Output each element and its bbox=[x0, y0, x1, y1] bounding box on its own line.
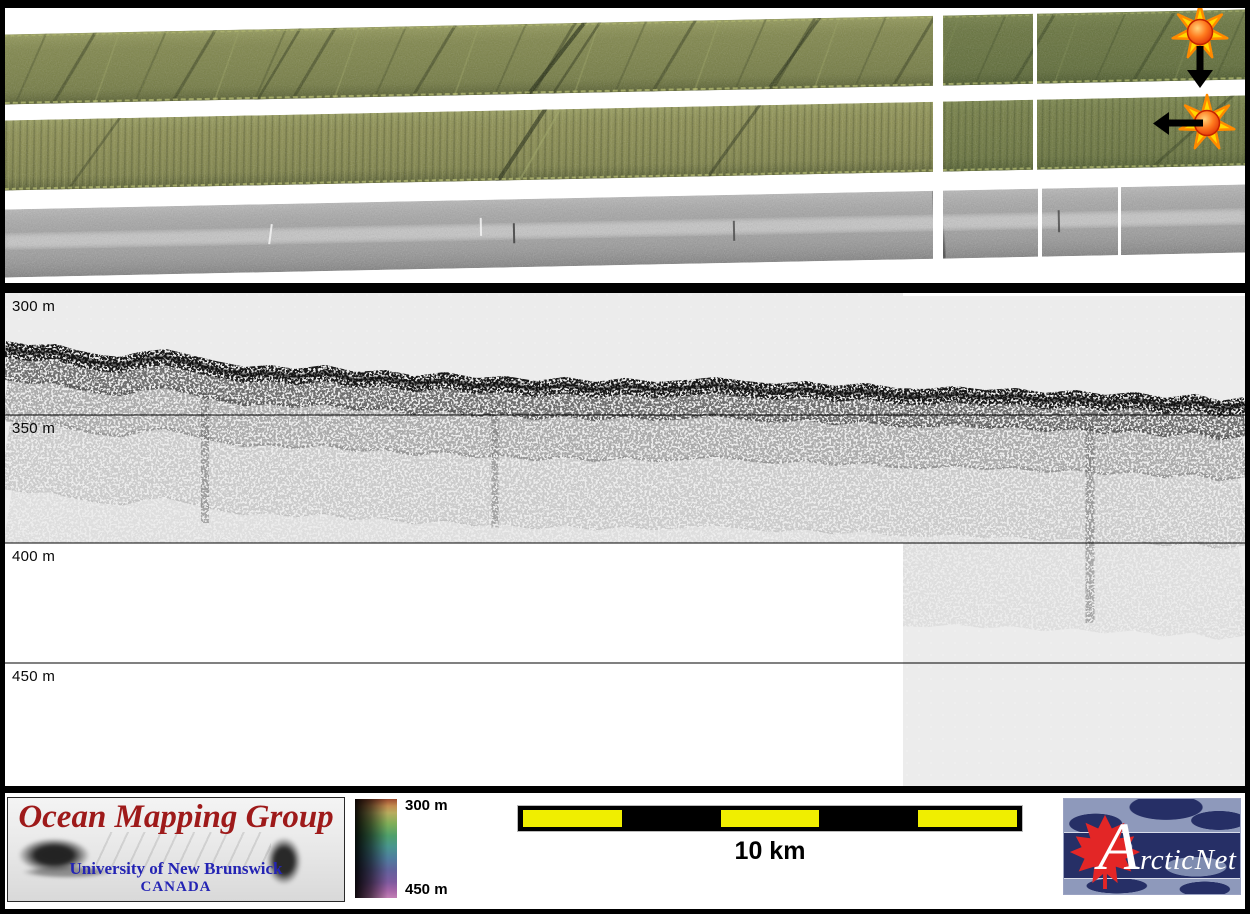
arcticnet-wordmark: ArcticNet bbox=[1098, 808, 1237, 884]
arctic-map-band-top bbox=[1064, 799, 1240, 833]
depth-label-300m: 300 m bbox=[12, 298, 56, 315]
scale-segment bbox=[819, 810, 919, 827]
scale-segment bbox=[523, 810, 622, 827]
sonar-artwork-left bbox=[12, 830, 112, 890]
swath-panel bbox=[5, 8, 1245, 283]
colorbar-top-label: 300 m bbox=[405, 797, 448, 814]
echogram bbox=[5, 293, 1245, 786]
track-gap bbox=[1038, 186, 1042, 272]
sidescan-sonar-strip bbox=[5, 184, 1245, 278]
sun-arrow-left-icon bbox=[1153, 93, 1236, 150]
depth-label-350m: 350 m bbox=[12, 420, 56, 437]
track-gap bbox=[933, 8, 943, 283]
depth-label-400m: 400 m bbox=[12, 548, 56, 565]
bathymetry-swath-east-lit bbox=[5, 95, 1245, 191]
arcticnet-logo: ArcticNet bbox=[1063, 798, 1241, 895]
ocean-mapping-group-logo: Ocean Mapping Group University of New Br… bbox=[7, 797, 345, 902]
depth-label-450m: 450 m bbox=[12, 668, 56, 685]
sonar-artwork-right bbox=[256, 828, 312, 894]
sun-arrow-down-icon bbox=[1171, 8, 1229, 88]
depth-colorbar bbox=[355, 799, 397, 898]
seafloor-texture-artwork bbox=[96, 832, 271, 874]
omg-country: CANADA bbox=[140, 879, 212, 895]
omg-title: Ocean Mapping Group bbox=[18, 799, 334, 835]
omg-subtitle: University of New Brunswick bbox=[69, 859, 283, 878]
arctic-map-band-bottom bbox=[1064, 879, 1240, 894]
scale-segment bbox=[720, 810, 820, 827]
map-scale-bar bbox=[517, 805, 1023, 832]
maple-leaf-icon bbox=[1069, 814, 1141, 889]
track-gap bbox=[1118, 186, 1121, 272]
scale-label: 10 km bbox=[734, 837, 806, 865]
track-gap bbox=[1033, 8, 1037, 186]
scale-segment bbox=[621, 810, 721, 827]
panel-divider bbox=[0, 786, 1250, 793]
scale-segment bbox=[918, 810, 1017, 827]
subbottom-profile-panel: 300 m 350 m 400 m 450 m bbox=[5, 293, 1245, 786]
legend-bar: Ocean Mapping Group University of New Br… bbox=[5, 793, 1245, 909]
bathymetry-swath-north-lit bbox=[5, 9, 1245, 105]
panel-divider bbox=[0, 283, 1250, 293]
colorbar-bottom-label: 450 m bbox=[405, 881, 448, 898]
